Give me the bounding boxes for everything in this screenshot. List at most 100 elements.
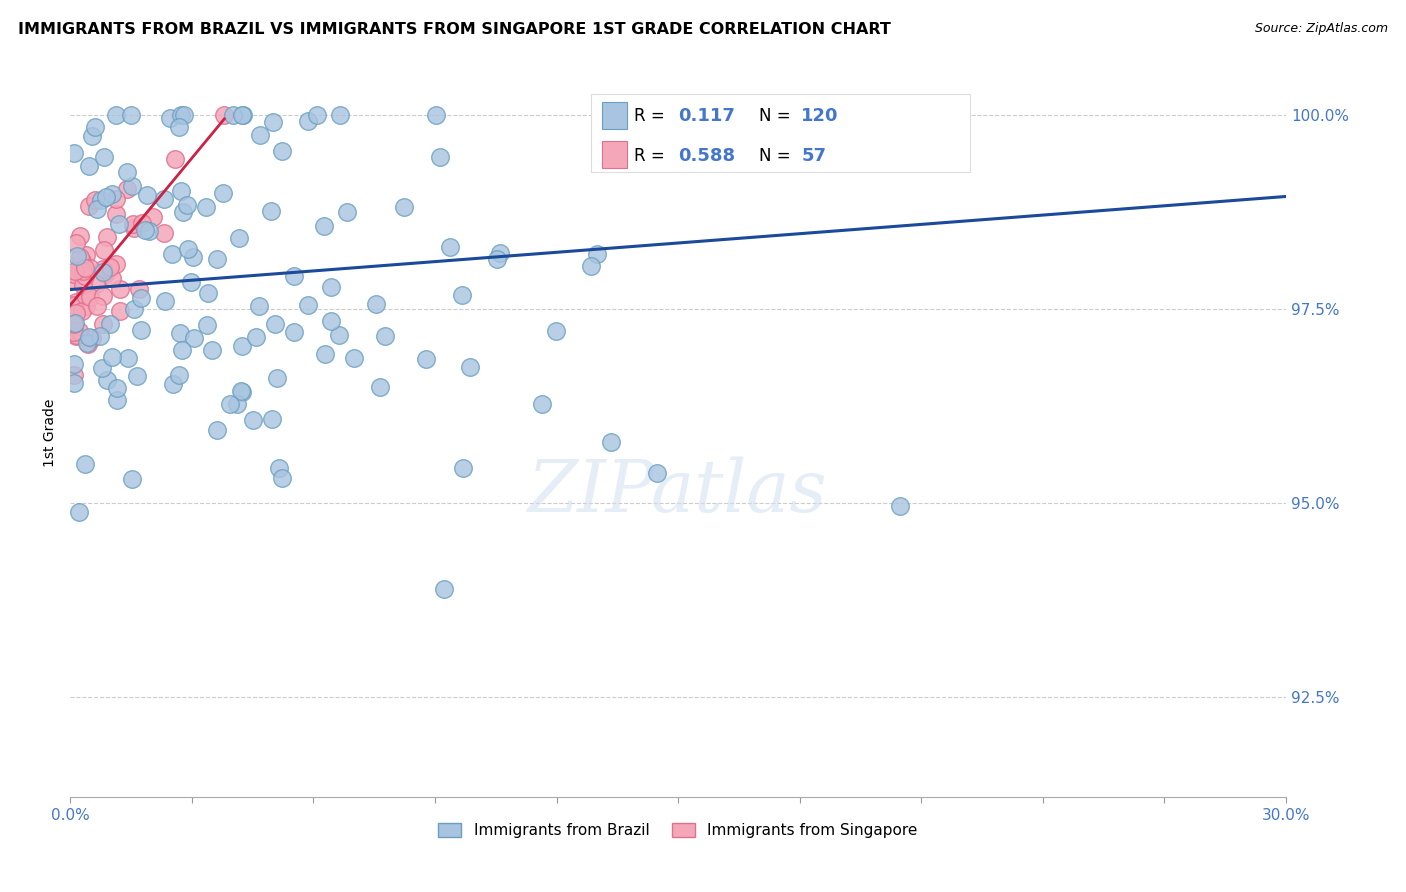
Point [200,343,222,358]
Point [91,289,114,303]
Point [283,269,305,284]
Point [69,250,91,264]
Point [169,368,191,383]
Point [100,270,122,285]
Point [176,198,198,212]
Point [283,326,305,340]
Point [329,108,352,122]
Point [180,276,202,290]
Point [231,339,253,353]
Point [297,114,319,128]
Point [530,397,553,411]
Point [122,217,145,231]
Point [370,379,392,393]
Point [228,231,250,245]
Point [226,396,249,410]
Point [366,297,388,311]
Point [312,219,335,234]
Point [65,329,87,343]
Point [63,298,86,312]
Point [67,324,90,338]
Point [195,318,218,332]
Point [63,273,86,287]
Point [142,211,165,225]
Point [73,457,96,471]
Point [72,254,94,268]
Point [374,329,396,343]
Point [98,260,121,274]
Point [489,246,512,260]
Point [122,221,145,235]
Text: 57: 57 [801,146,827,165]
Point [63,316,86,330]
Point [219,397,242,411]
Point [90,193,112,207]
Point [75,287,97,301]
Point [153,294,176,309]
Text: ZIPatlas: ZIPatlas [529,456,828,526]
Point [260,204,283,219]
Point [458,359,481,374]
Point [544,324,567,338]
Point [121,472,143,486]
Point [172,205,194,219]
Point [260,412,283,426]
Point [264,317,287,331]
Point [104,206,127,220]
Point [645,467,668,481]
Point [242,413,264,427]
Point [79,290,101,304]
Point [104,193,127,207]
Point [439,240,461,254]
Point [162,376,184,391]
Point [100,186,122,201]
Point [77,160,100,174]
Point [328,327,350,342]
Point [86,202,108,216]
Point [211,186,233,201]
Point [76,335,98,350]
Point [82,129,104,144]
Point [120,108,142,122]
Point [128,282,150,296]
Point [63,318,86,332]
Point [104,258,127,272]
Point [159,111,181,125]
Point [270,144,292,158]
Point [63,358,86,372]
Point [63,326,86,340]
Point [108,282,131,296]
Point [486,252,509,266]
Point [205,252,228,267]
Text: N =: N = [759,107,790,126]
Point [107,381,129,395]
Point [579,259,602,273]
Point [169,120,191,135]
Point [98,317,121,331]
Point [267,461,290,475]
Point [65,328,87,343]
Point [84,120,107,134]
Point [91,261,114,276]
Point [134,223,156,237]
Point [231,108,253,122]
Point [231,384,253,399]
Point [245,329,267,343]
Point [165,152,187,166]
Point [170,184,193,198]
Point [297,298,319,312]
Point [75,299,97,313]
Point [89,329,111,343]
Point [249,128,271,142]
Point [314,347,336,361]
Point [197,286,219,301]
Point [63,146,86,161]
Point [65,306,87,320]
Point [336,204,359,219]
Point [181,250,204,264]
Point [889,499,911,513]
Point [451,460,474,475]
Point [63,368,86,383]
Point [600,126,623,140]
Point [84,277,107,291]
